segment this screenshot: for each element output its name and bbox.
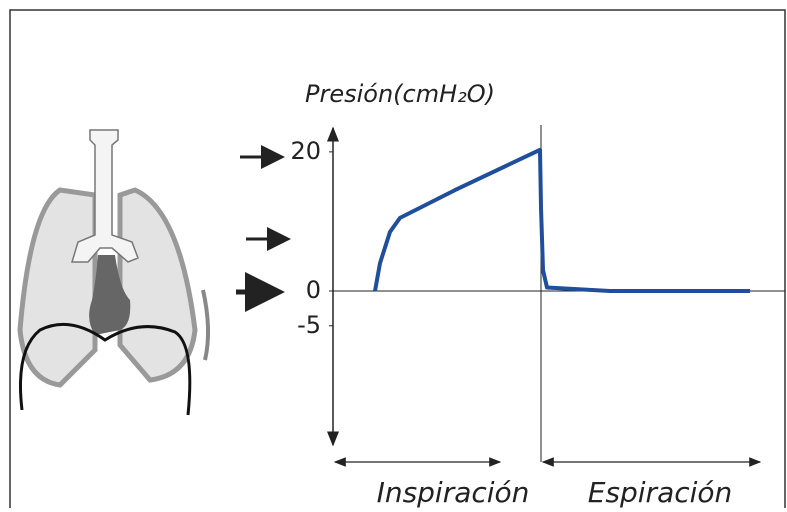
phase-label: Inspiración [377,476,530,508]
y-tick-label: 20 [290,137,321,165]
y-tick-label: -5 [297,311,321,339]
chart-title: Presión(cmH₂O) [305,80,495,108]
pressure-line [375,150,750,291]
level-arrows [236,157,288,292]
chart: Presión(cmH₂O) Inspiración Espiración 20… [0,0,787,508]
lungs-illustration [20,130,208,415]
phase-label: Espiración [588,476,733,508]
y-tick-label: 0 [306,276,321,304]
